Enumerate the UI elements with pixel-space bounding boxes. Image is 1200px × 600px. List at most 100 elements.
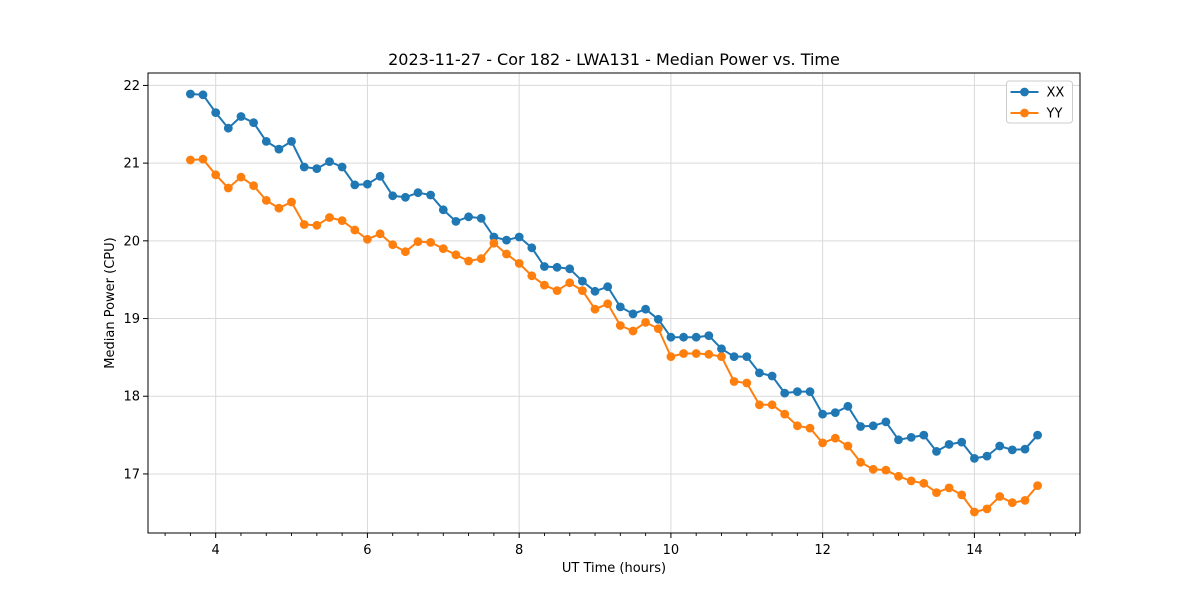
data-point [704, 349, 714, 359]
data-point [337, 216, 347, 226]
data-point [527, 243, 537, 253]
data-point [476, 254, 486, 264]
data-point [679, 349, 688, 358]
x-tick-label: 14 [966, 543, 983, 558]
data-point [894, 471, 903, 481]
data-point [438, 244, 448, 254]
data-point [805, 423, 815, 433]
data-point [729, 377, 739, 386]
data-point [375, 229, 385, 239]
data-point [502, 249, 511, 259]
data-point [363, 234, 372, 244]
data-point [438, 205, 448, 215]
data-point [1033, 430, 1042, 440]
data-point [363, 179, 372, 189]
data-point [982, 451, 992, 461]
data-point [299, 162, 309, 172]
y-tick-label: 18 [123, 390, 140, 405]
data-point [426, 238, 435, 247]
data-point [527, 271, 537, 281]
data-point [578, 276, 587, 286]
legend-marker-yy [1020, 108, 1029, 118]
data-point [641, 318, 650, 327]
y-tick-label: 17 [123, 467, 140, 482]
legend-marker-xx [1020, 87, 1029, 97]
data-point [451, 217, 461, 226]
data-point [995, 492, 1005, 501]
data-point [426, 190, 435, 200]
data-point [540, 280, 549, 290]
data-point [325, 157, 334, 167]
data-point [337, 162, 347, 172]
data-point [742, 352, 752, 361]
plot-border [147, 72, 1081, 534]
data-point [223, 123, 233, 133]
data-point [767, 371, 777, 381]
data-point [350, 225, 360, 235]
legend-label-xx: XX [1047, 86, 1065, 101]
data-point [818, 409, 827, 419]
tick-labels: 4 6 8 10 12 14 17 18 19 20 21 22 [123, 79, 982, 558]
x-tick-label: 10 [663, 543, 680, 558]
y-tick-label: 22 [123, 79, 140, 94]
data-point [578, 286, 587, 295]
data-point [552, 286, 562, 295]
data-point [476, 213, 486, 223]
data-point [932, 488, 941, 497]
chart-title: 2023-11-27 - Cor 182 - LWA131 - Median P… [388, 50, 840, 69]
data-point [186, 89, 195, 99]
data-point [729, 352, 739, 361]
data-point [982, 504, 992, 514]
y-tick-label: 21 [123, 157, 140, 172]
data-point [1020, 444, 1030, 454]
data-point [679, 332, 688, 342]
data-point [742, 378, 752, 388]
data-point [944, 440, 954, 449]
data-point [312, 220, 322, 230]
data-point [666, 332, 676, 342]
data-point [388, 191, 398, 201]
x-tick-label: 12 [814, 543, 831, 558]
data-point [299, 220, 309, 229]
data-point [186, 155, 195, 165]
data-point [514, 232, 524, 242]
data-point [793, 421, 802, 431]
axis-ticks [143, 84, 1076, 538]
data-point [198, 154, 208, 164]
series-line-xx [190, 93, 1039, 460]
data-point [502, 235, 511, 245]
data-point [261, 137, 271, 146]
data-point [830, 408, 840, 417]
data-point [793, 387, 802, 396]
data-point [464, 256, 473, 266]
data-point [388, 240, 398, 250]
data-point [894, 435, 903, 445]
data-point [198, 90, 208, 100]
data-series [186, 89, 1042, 517]
data-point [932, 447, 941, 456]
legend-label-yy: YY [1046, 107, 1063, 122]
data-point [590, 304, 600, 314]
data-point [881, 465, 891, 475]
data-point [755, 400, 764, 410]
data-point [590, 286, 600, 296]
data-point [704, 331, 714, 340]
data-point [413, 188, 423, 198]
series-yy [186, 154, 1042, 517]
data-point [451, 250, 461, 260]
data-point [957, 490, 967, 500]
data-point [691, 332, 701, 342]
data-point [236, 172, 246, 182]
x-tick-label: 4 [212, 543, 220, 558]
x-tick-label: 6 [363, 543, 371, 558]
data-point [780, 409, 790, 419]
series-xx [186, 89, 1042, 463]
data-point [717, 344, 726, 354]
data-point [514, 259, 524, 268]
data-point [641, 304, 650, 314]
data-point [1007, 498, 1017, 508]
data-point [413, 237, 423, 247]
data-point [755, 368, 764, 378]
